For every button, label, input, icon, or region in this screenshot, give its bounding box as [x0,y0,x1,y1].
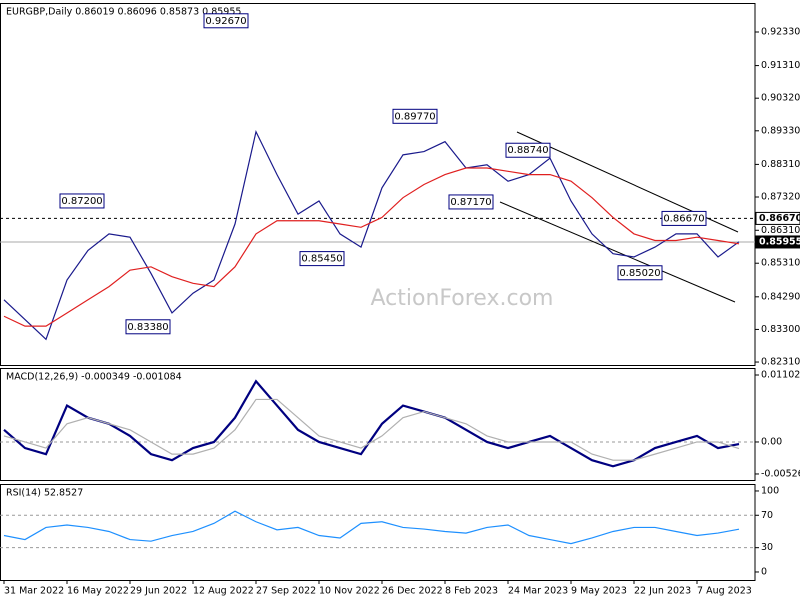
y-tick-label: 0.83300 [761,324,800,335]
panel-frame [0,3,756,366]
annotation-label: 0.85020 [619,268,660,279]
y-tick-label: 0.87320 [761,192,800,203]
x-tick-label: 12 Aug 2022 [193,586,254,597]
annotation-label: 0.85450 [301,254,342,265]
y-tick-label: 0.86310 [761,225,800,236]
annotation-box [203,13,249,29]
x-tick-label: 26 Dec 2022 [382,586,443,597]
series-line [3,398,740,461]
y-tick-label: 0.85310 [761,258,800,269]
y-tick-label: 0.82310 [761,357,800,368]
y-tick-label: 0.89330 [761,125,800,136]
x-tick-label: 16 May 2022 [67,586,129,597]
y-tick-label: 30 [761,542,773,553]
annotation-label: 0.88740 [507,145,548,156]
annotation-label: 0.83380 [127,322,168,333]
x-tick-label: 7 Aug 2023 [697,586,752,597]
series-line [3,379,740,468]
annotation-box [59,193,105,209]
x-tick-label: 24 Mar 2023 [508,586,568,597]
x-tick-label: 31 Mar 2022 [4,586,64,597]
x-tick-label: 29 Jun 2022 [130,586,187,597]
level-label: 0.85955 [759,236,800,247]
channel-line [499,201,736,303]
annotation-box [299,251,345,267]
annotation-label: 0.87200 [61,196,102,207]
annotation-label: 0.92670 [205,16,246,27]
y-tick-label: 0.00 [761,436,782,447]
level-box [755,235,800,249]
x-tick-label: 22 Jun 2023 [634,586,691,597]
y-tick-label: 0.90320 [761,93,800,104]
x-tick-label: 9 May 2023 [571,586,627,597]
y-tick-label: 0 [761,566,767,577]
panel-frame [0,368,756,481]
annotation-label: 0.89770 [394,111,435,122]
level-label: 0.86670 [759,213,800,224]
annotation-box [448,194,494,210]
series-line [3,510,740,545]
panel-title: EURGBP,Daily 0.86019 0.86096 0.85873 0.8… [6,7,241,18]
panel-title: RSI(14) 52.8527 [6,488,83,499]
level-box [755,211,800,225]
annotation-label: 0.87170 [450,197,491,208]
x-tick-label: 8 Feb 2023 [445,586,498,597]
panel-frame [0,484,756,581]
annotation-box [125,319,171,335]
x-tick-label: 27 Sep 2022 [256,586,316,597]
y-tick-label: -0.005267 [761,468,800,479]
annotation-box [661,210,707,226]
y-tick-label: 0.011027 [761,370,800,381]
y-tick-label: 0.92330 [761,26,800,37]
y-tick-label: 70 [761,510,773,521]
series-line [3,167,740,327]
series-line [3,130,740,341]
y-tick-label: 100 [761,485,779,496]
annotation-box [617,265,663,281]
panel-title: MACD(12,26,9) -0.000349 -0.001084 [6,372,182,383]
annotation-label: 0.86670 [663,213,704,224]
y-tick-label: 0.91310 [761,60,800,71]
watermark: ActionForex.com [371,286,554,311]
annotation-box [392,108,438,124]
annotation-box [505,142,551,158]
x-tick-label: 10 Nov 2022 [319,586,380,597]
y-tick-label: 0.88310 [761,159,800,170]
y-tick-label: 0.84290 [761,291,800,302]
